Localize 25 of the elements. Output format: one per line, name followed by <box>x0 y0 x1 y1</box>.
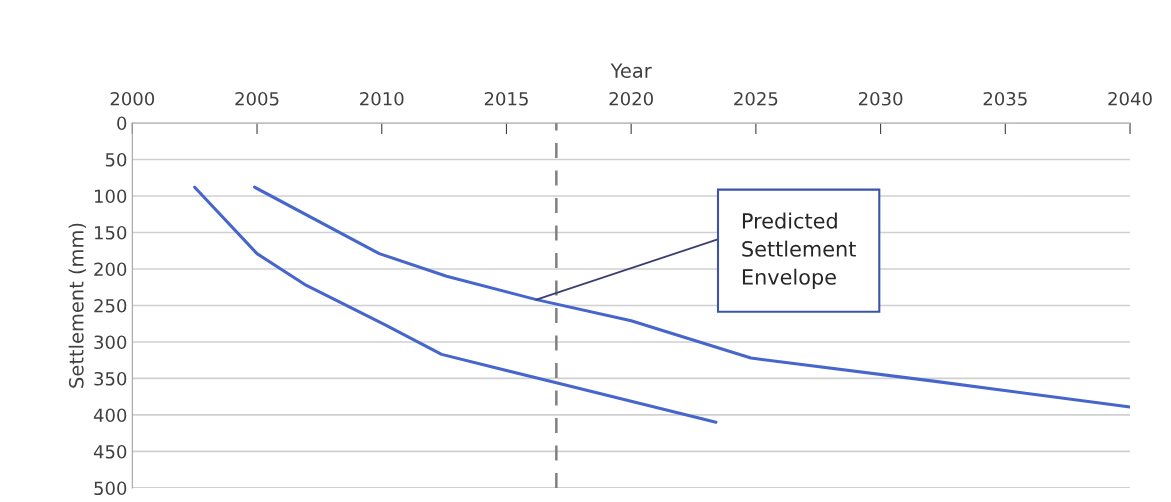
line-series <box>193 185 718 424</box>
y-tick-label: 400 <box>93 408 127 423</box>
y-tick-label: 200 <box>94 262 127 277</box>
x-tick-label: 2040 <box>1108 91 1152 106</box>
x-tick-label: 2025 <box>734 91 778 106</box>
y-tick-label: 500 <box>94 481 127 496</box>
x-tick-label: 2015 <box>484 91 528 106</box>
y-axis-title: Settlement (mm) <box>68 223 86 388</box>
x-tick-label: 2030 <box>858 91 903 106</box>
y-tick-label: 250 <box>94 298 127 313</box>
y-tick-label: 0 <box>117 116 127 131</box>
y-tick-label: 100 <box>94 189 127 204</box>
x-tick-label: 2000 <box>110 91 155 106</box>
y-tick-label: 350 <box>94 371 127 386</box>
line-series <box>253 185 1131 409</box>
y-tick-label: 50 <box>105 152 127 167</box>
y-tick-label: 450 <box>93 444 127 459</box>
annotation: Predicted Settlement Envelope <box>742 212 856 289</box>
x-tick-label: 2010 <box>360 91 404 106</box>
x-axis-title: Year <box>610 63 652 79</box>
x-tick-label: 2035 <box>983 91 1027 106</box>
x-tick-label: 2005 <box>235 91 279 106</box>
y-tick-label: 300 <box>94 335 127 350</box>
x-tick-label: 2020 <box>609 91 653 106</box>
y-tick-label: 150 <box>94 225 127 240</box>
